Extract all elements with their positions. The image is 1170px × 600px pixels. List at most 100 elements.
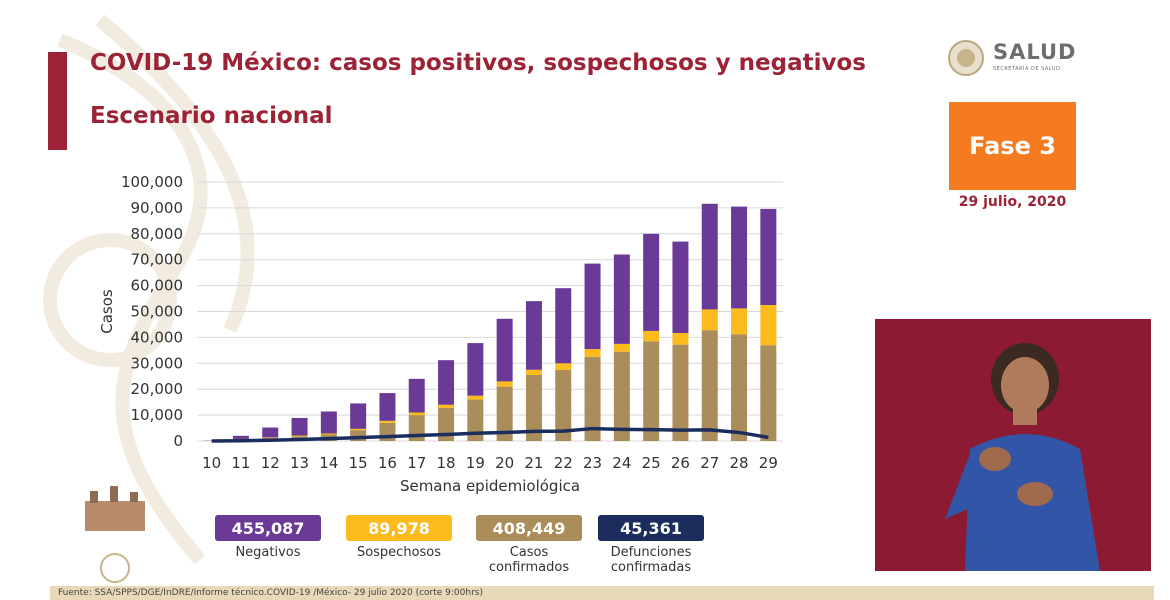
bar-segment-confirmados [760,345,777,441]
bar-segment-sospechosos [760,305,777,346]
y-tick-label: 80,000 [131,225,184,243]
y-tick-label: 0 [173,432,183,450]
legend-value-badge: 89,978 [346,515,452,541]
bar-segment-negativos [731,206,748,309]
x-tick-label: 11 [231,454,250,472]
bar-segment-confirmados [731,334,748,441]
bar-segment-sospechosos [496,381,513,387]
x-tick-label: 20 [495,454,514,472]
bar-segment-confirmados [584,356,601,441]
x-tick-label: 28 [730,454,749,472]
bar-segment-negativos [555,288,572,364]
bar-segment-sospechosos [584,349,601,357]
x-tick-label: 16 [378,454,397,472]
y-tick-label: 100,000 [121,173,183,191]
bar-segment-confirmados [672,344,689,441]
x-tick-label: 19 [466,454,485,472]
bar-segment-negativos [320,411,337,434]
page-title: COVID-19 México: casos positivos, sospec… [90,50,866,76]
bar-segment-negativos [643,233,660,331]
legend-label: Defunciones confirmadas [610,545,692,575]
bar-segment-sospechosos [613,343,630,352]
bar-segment-negativos [525,301,542,370]
bar-segment-negativos [350,403,367,429]
legend-item: 408,449 Casos confirmados [476,515,582,575]
bar-segment-negativos [262,427,279,438]
x-axis-label: Semana epidemiológica [400,477,580,495]
bar-segment-negativos [496,318,513,382]
line-defunciones [211,426,769,443]
source-footer: Fuente: SSA/SPPS/DGE/InDRE/Informe técni… [50,586,1154,600]
bar-segment-sospechosos [467,395,484,400]
page-subtitle: Escenario nacional [90,103,333,129]
bar-segment-sospechosos [555,363,572,370]
bar-segment-confirmados [701,330,718,441]
bar-segment-sospechosos [408,412,425,416]
legend-item: 45,361 Defunciones confirmadas [598,515,704,575]
y-axis-label: Casos [98,289,116,334]
bar-segment-sospechosos [350,428,367,431]
bar-segment-confirmados [613,351,630,441]
bar-segment-sospechosos [701,309,718,331]
report-date: 29 julio, 2020 [958,194,1067,210]
x-tick-label: 13 [290,454,309,472]
legend-label: Casos confirmados [488,545,570,575]
bar-segment-negativos [291,417,308,436]
x-tick-label: 27 [700,454,719,472]
bar-segment-sospechosos [379,420,396,423]
legend-value-badge: 408,449 [476,515,582,541]
y-tick-label: 70,000 [131,251,184,269]
x-tick-label: 21 [524,454,543,472]
bar-segment-negativos [584,263,601,350]
x-tick-label: 17 [407,454,426,472]
bar-segment-sospechosos [320,433,337,435]
x-tick-label: 22 [554,454,573,472]
x-tick-label: 10 [202,454,221,472]
bar-segment-sospechosos [731,308,748,335]
y-tick-label: 40,000 [131,328,184,346]
x-tick-label: 26 [671,454,690,472]
bar-segment-sospechosos [262,437,279,438]
bar-segment-confirmados [350,430,367,441]
bar-segment-confirmados [496,386,513,441]
y-tick-label: 30,000 [131,354,184,372]
bar-segment-confirmados [643,341,660,441]
bar-segment-sospechosos [525,369,542,375]
bar-segment-sospechosos [643,330,660,342]
title-accent-bar [48,52,67,150]
bar-segment-negativos [760,208,777,306]
x-tick-label: 23 [583,454,602,472]
y-tick-label: 90,000 [131,199,184,217]
bar-segment-negativos [613,254,630,344]
y-tick-label: 10,000 [131,406,184,424]
y-tick-label: 60,000 [131,277,184,295]
bar-segment-negativos [701,203,718,310]
national-emblem-icon [85,486,145,583]
bar-segment-sospechosos [672,332,689,345]
bar-segment-negativos [467,343,484,396]
bar-segment-sospechosos [291,435,308,437]
bar-segment-negativos [408,378,425,413]
legend-value-badge: 455,087 [215,515,321,541]
bar-segment-negativos [379,393,396,421]
bar-segment-negativos [232,435,249,439]
salud-logo-subtext: SECRETARÍA DE SALUD [993,66,1061,72]
legend-label: Negativos [235,545,301,560]
legend-item: 89,978 Sospechosos [346,515,452,560]
bar-segment-negativos [438,360,455,405]
bar-segment-confirmados [525,374,542,441]
bar-segment-sospechosos [438,404,455,408]
legend-item: 455,087 Negativos [215,515,321,560]
x-tick-label: 15 [349,454,368,472]
x-tick-label: 14 [319,454,338,472]
background-pattern [43,14,255,565]
x-tick-label: 25 [642,454,661,472]
salud-logo-text: SALUD [993,40,1077,64]
x-tick-label: 24 [612,454,631,472]
x-tick-label: 12 [261,454,280,472]
bar-segment-confirmados [555,369,572,441]
sign-language-interpreter-video [875,319,1151,571]
y-tick-label: 50,000 [131,303,184,321]
bar-segment-negativos [672,241,689,333]
